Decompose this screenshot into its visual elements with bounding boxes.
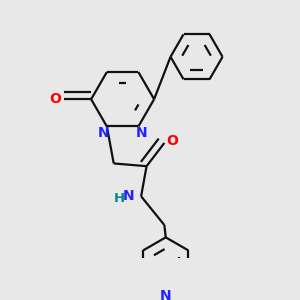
Text: H: H	[114, 192, 125, 205]
Text: N: N	[135, 125, 147, 140]
Text: N: N	[98, 125, 109, 140]
Text: O: O	[166, 134, 178, 148]
Text: N: N	[160, 289, 172, 300]
Text: O: O	[49, 92, 61, 106]
Text: N: N	[123, 189, 135, 203]
